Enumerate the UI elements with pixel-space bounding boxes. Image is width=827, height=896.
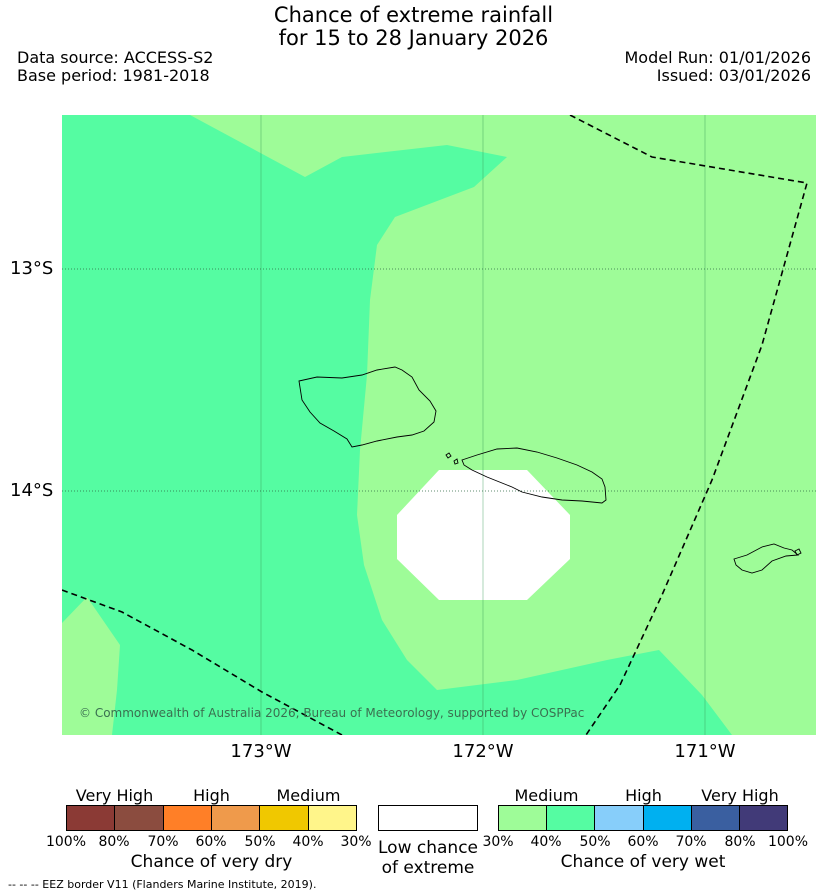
- wet-tick-100: 100%: [767, 834, 809, 850]
- wet-heading-high: High: [625, 786, 662, 805]
- graticule: [260, 115, 706, 735]
- eez-border: [62, 115, 809, 735]
- wet-swatch-30-40: [499, 806, 548, 830]
- lon-label-172w: 172°W: [452, 741, 514, 762]
- wet-swatch-80-100: [739, 806, 788, 830]
- upolu-island: [461, 447, 607, 504]
- data-source: Data source: ACCESS-S2: [17, 48, 214, 67]
- dry-swatch-40-30: [308, 806, 356, 830]
- lat-label-14s: 14°S: [10, 480, 54, 501]
- wet-tick-60: 60%: [627, 834, 659, 850]
- low-chance-swatch: [378, 805, 478, 831]
- dry-tick-30: 30%: [340, 834, 372, 850]
- high-chance-region: [62, 115, 732, 735]
- wet-tick-30: 30%: [482, 834, 514, 850]
- copyright-notice: © Commonwealth of Australia 2026, Bureau…: [79, 706, 585, 720]
- base-period: Base period: 1981-2018: [17, 66, 210, 85]
- dry-tick-60: 60%: [195, 834, 227, 850]
- eez-footnote: -- -- -- EEZ border V11 (Flanders Marine…: [8, 878, 317, 891]
- savaii-island: [298, 366, 437, 448]
- dry-swatch-100-80: [67, 806, 116, 830]
- dry-swatch-60-50: [211, 806, 261, 830]
- dry-swatch-50-40: [260, 806, 309, 830]
- wet-swatch-40-50: [547, 806, 596, 830]
- wet-swatch-70-80: [691, 806, 740, 830]
- dry-caption: Chance of very dry: [130, 852, 293, 872]
- lon-label-173w: 173°W: [230, 741, 292, 762]
- dry-heading-medium: Medium: [276, 786, 341, 805]
- dry-tick-100: 100%: [45, 834, 87, 850]
- aunuu-island: [794, 548, 802, 556]
- islands: [298, 366, 802, 574]
- lon-label-171w: 171°W: [674, 741, 736, 762]
- eez-border-southwest: [62, 589, 343, 735]
- dry-heading-high: High: [193, 786, 230, 805]
- wet-tick-50: 50%: [579, 834, 611, 850]
- lat-label-13s: 13°S: [10, 258, 54, 279]
- dry-tick-50: 50%: [244, 834, 276, 850]
- dry-tick-70: 70%: [147, 834, 179, 850]
- low-chance-region: [397, 470, 570, 600]
- dry-colorbar: [66, 805, 357, 831]
- dry-swatch-80-70: [115, 806, 164, 830]
- manono-island: [445, 452, 452, 459]
- map-title-line1: Chance of extreme rainfall: [273, 3, 554, 27]
- wet-heading-medium: Medium: [514, 786, 579, 805]
- apolima-island: [453, 458, 459, 465]
- wet-tick-80: 80%: [724, 834, 756, 850]
- wet-swatch-60-70: [643, 806, 692, 830]
- wet-heading-very-high: Very High: [701, 786, 779, 805]
- dry-heading-very-high: Very High: [75, 786, 154, 805]
- model-run: Model Run: 01/01/2026: [624, 48, 812, 67]
- dry-swatch-70-60: [163, 806, 212, 830]
- tutuila-island: [733, 543, 800, 574]
- dry-tick-40: 40%: [292, 834, 324, 850]
- wet-caption: Chance of very wet: [560, 852, 726, 872]
- wet-tick-70: 70%: [675, 834, 707, 850]
- low-chance-caption-line1: Low chance: [378, 838, 478, 858]
- rainfall-map: [62, 115, 816, 735]
- map-title-line2: for 15 to 28 January 2026: [278, 26, 549, 50]
- issued-date: Issued: 03/01/2026: [656, 66, 811, 85]
- low-chance-caption-line2: of extreme: [381, 858, 475, 878]
- medium-chance-patch: [62, 597, 120, 735]
- wet-swatch-50-60: [595, 806, 644, 830]
- wet-tick-40: 40%: [530, 834, 562, 850]
- wet-colorbar: [498, 805, 788, 831]
- dry-tick-80: 80%: [98, 834, 130, 850]
